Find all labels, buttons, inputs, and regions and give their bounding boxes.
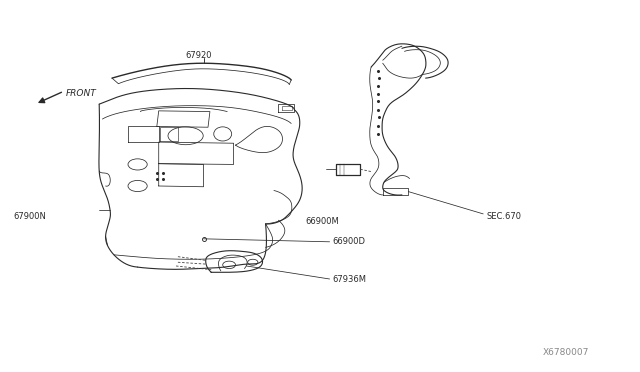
Text: SEC.670: SEC.670	[486, 212, 522, 221]
Text: 67920: 67920	[185, 51, 212, 60]
Text: 67936M: 67936M	[333, 275, 367, 284]
Text: 66900M: 66900M	[305, 217, 339, 225]
Text: X6780007: X6780007	[543, 348, 589, 357]
Text: FRONT: FRONT	[66, 89, 97, 97]
Text: 67900N: 67900N	[13, 212, 46, 221]
Text: 66900D: 66900D	[333, 237, 366, 246]
